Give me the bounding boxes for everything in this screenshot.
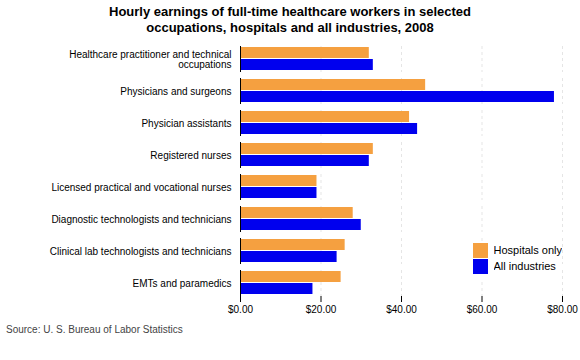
svg-text:Healthcare practitioner and te: Healthcare practitioner and technicalocc… (69, 49, 231, 70)
svg-text:Physicians and surgeons: Physicians and surgeons (120, 86, 231, 97)
svg-text:$80.00: $80.00 (547, 304, 578, 315)
svg-text:EMTs and paramedics: EMTs and paramedics (133, 278, 232, 289)
svg-text:$20.00: $20.00 (306, 304, 337, 315)
svg-text:Clinical lab technologists and: Clinical lab technologists and technicia… (50, 246, 232, 257)
svg-text:$40.00: $40.00 (386, 304, 417, 315)
html-text:Hospitals only: Hospitals only (493, 244, 562, 256)
svg-text:Licensed practical and vocatio: Licensed practical and vocational nurses (51, 182, 231, 193)
svg-text:$60.00: $60.00 (467, 304, 498, 315)
svg-text:Physician assistants: Physician assistants (141, 118, 231, 129)
svg-text:$0.00: $0.00 (228, 304, 253, 315)
html-text:Hourly earnings of full-time h: Hourly earnings of full-time healthcare … (109, 4, 471, 35)
html-text:Source: U. S. Bureau of Labor: Source: U. S. Bureau of Labor Statistics (6, 324, 183, 335)
svg-text:Registered nurses: Registered nurses (150, 150, 231, 161)
html-text:All industries: All industries (493, 260, 556, 272)
svg-text:Diagnostic technologists and t: Diagnostic technologists and technicians (51, 214, 231, 225)
